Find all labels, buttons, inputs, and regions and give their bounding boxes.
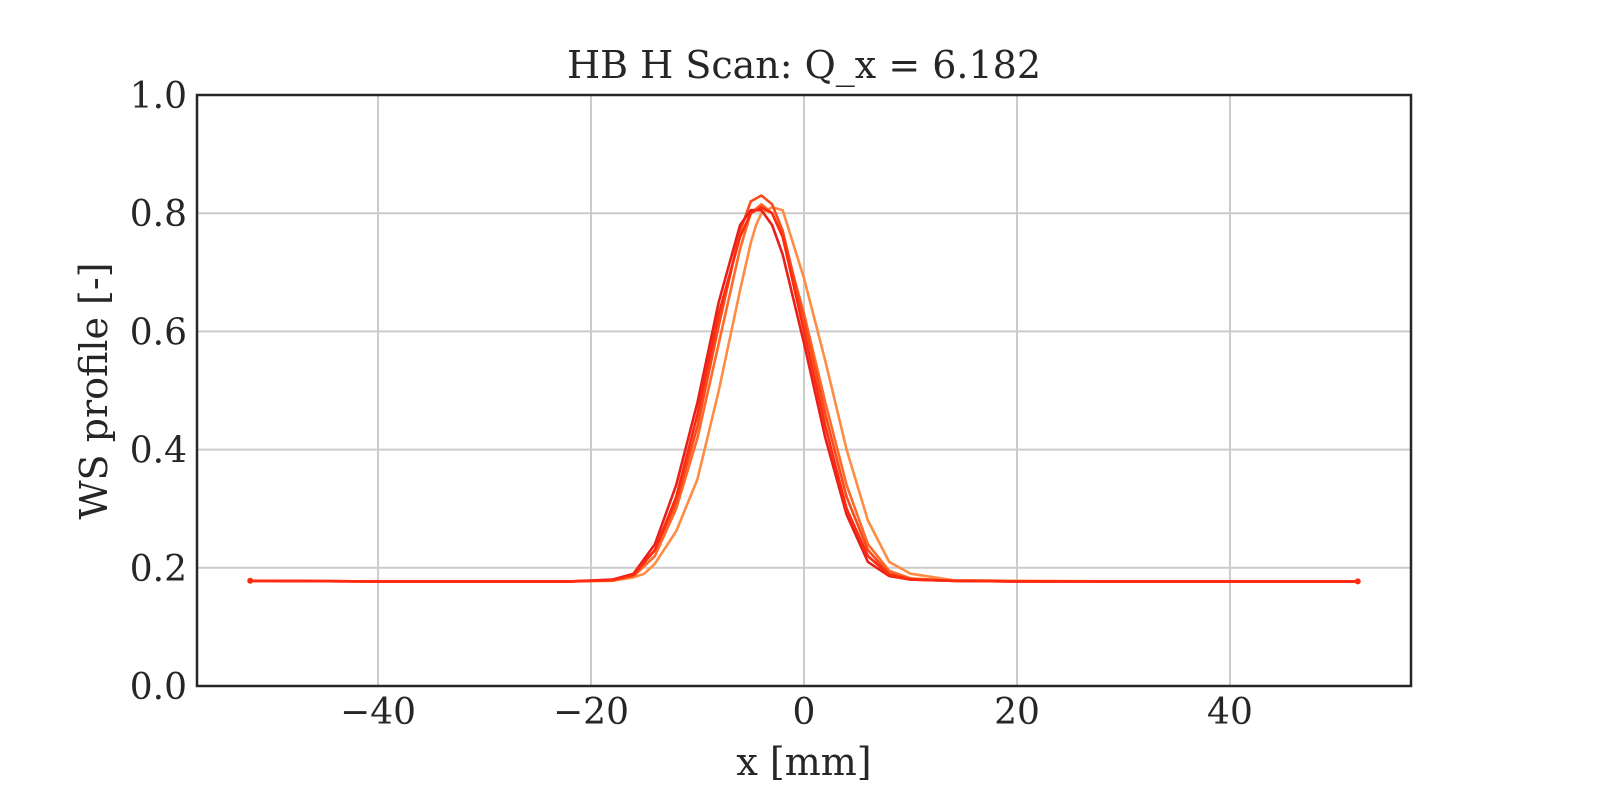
chart-title: HB H Scan: Q_x = 6.182 <box>567 43 1041 88</box>
plot-frame <box>195 93 1413 688</box>
x-tick-label: −40 <box>340 692 416 733</box>
y-tick-label: 1.0 <box>130 76 187 117</box>
series-lines <box>247 194 1361 585</box>
scan-start-point <box>247 577 254 584</box>
scan-end-point <box>1354 578 1361 585</box>
y-tick-label: 0.0 <box>130 667 187 708</box>
y-tick-label: 0.6 <box>130 312 187 353</box>
grid <box>197 95 1411 686</box>
y-tick-label: 0.2 <box>130 549 187 590</box>
x-tick-label: 40 <box>1207 692 1253 733</box>
x-tick-label: −20 <box>553 692 629 733</box>
series-line-5 <box>248 206 1360 583</box>
x-tick-label: 0 <box>793 692 816 733</box>
y-tick-label: 0.4 <box>130 431 187 472</box>
y-axis-label: WS profile [-] <box>72 262 116 519</box>
x-axis-label: x [mm] <box>736 740 871 784</box>
ticks: −40 −20 0 20 40 0.0 0.2 0.4 0.6 0.8 1.0 <box>130 76 1253 733</box>
x-tick-label: 20 <box>994 692 1040 733</box>
y-tick-label: 0.8 <box>130 194 187 235</box>
